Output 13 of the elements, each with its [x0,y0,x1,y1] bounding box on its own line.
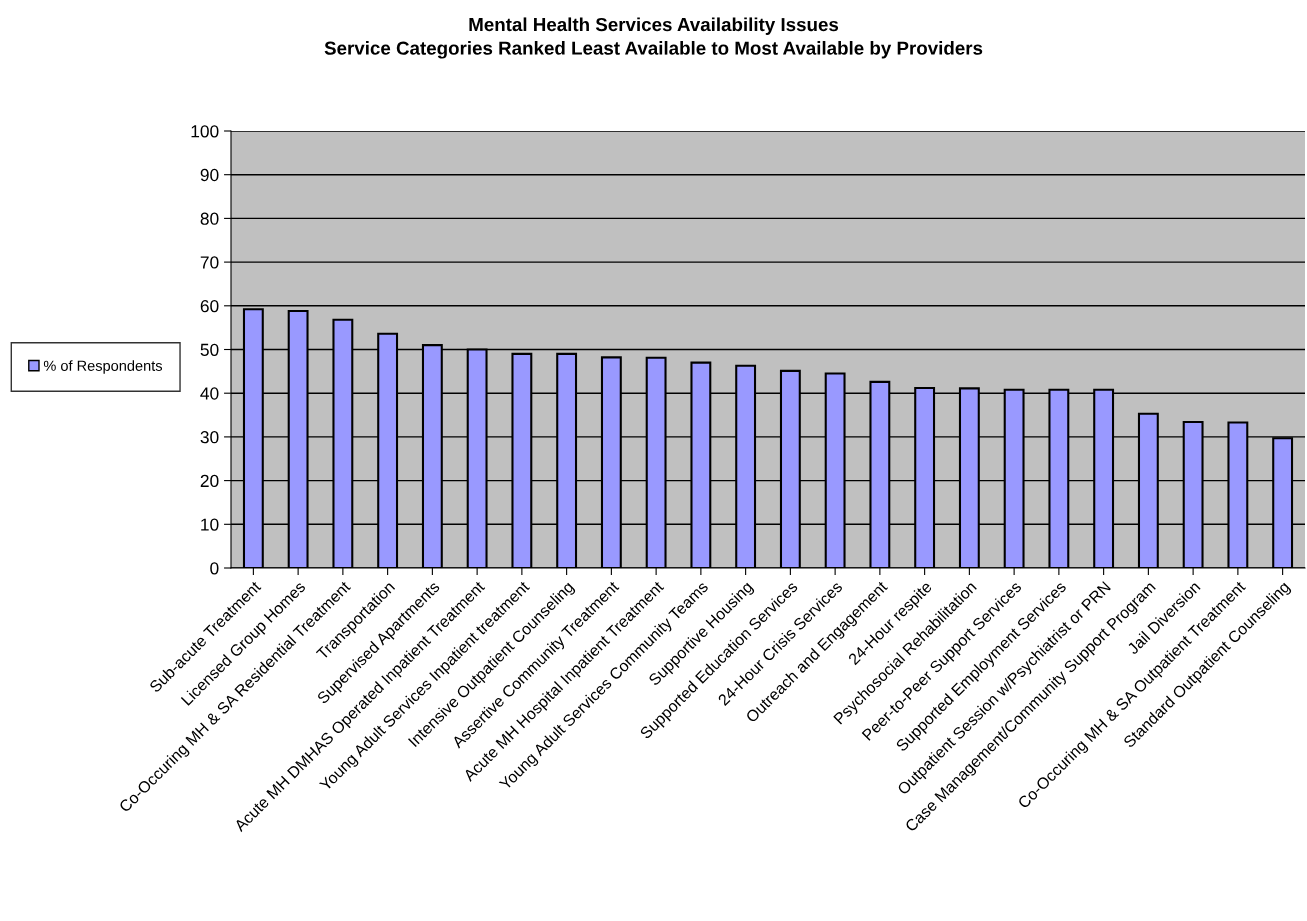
y-tick-label: 10 [201,518,219,531]
y-tick-label: 40 [200,387,219,400]
y-tick-label: 100 [191,125,219,138]
y-tick-label: 0 [210,562,219,575]
legend-label: % of Respondents [43,360,163,374]
y-tick-label: 20 [200,474,219,488]
y-tick-label: 30 [200,431,219,444]
y-tick-label: 50 [200,343,219,356]
y-tick-label: 70 [200,256,219,269]
y-tick-label: 80 [200,212,219,225]
y-tick-label: 60 [200,299,219,313]
chart-title: Mental Health Services Availability Issues Service Categories Ranked Least Available to Most Available by Providers [324,17,983,59]
y-tick-label: 90 [200,168,219,182]
